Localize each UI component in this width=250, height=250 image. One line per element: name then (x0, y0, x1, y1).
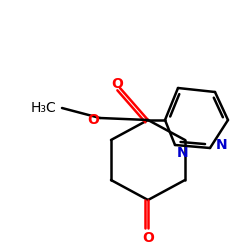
Text: O: O (111, 77, 123, 91)
Text: O: O (142, 231, 154, 245)
Text: N: N (216, 138, 228, 152)
Text: N: N (177, 146, 189, 160)
Text: H₃C: H₃C (31, 101, 57, 115)
Text: O: O (87, 113, 99, 127)
